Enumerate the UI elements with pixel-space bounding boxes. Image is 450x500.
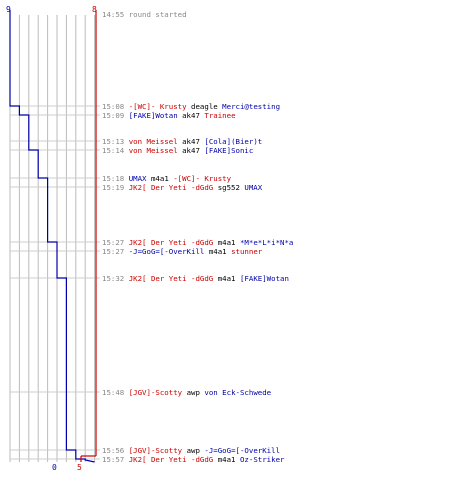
event-victim: Merci@testing <box>222 102 281 111</box>
kill-event-row: 15:32 JK2[ Der Yeti -dGdG m4a1 [FAKE]Wot… <box>102 274 289 283</box>
kill-event-row: 15:57 JK2[ Der Yeti -dGdG m4a1 Oz-Strike… <box>102 455 284 464</box>
event-time: 15:09 <box>102 111 125 120</box>
event-killer: JK2[ Der Yeti -dGdG <box>128 238 214 247</box>
event-weapon: m4a1 <box>217 455 236 464</box>
red-final-count: 5 <box>77 463 82 472</box>
kill-event-row: 15:48 [JGV]-Scotty awp von Eck-Schwede <box>102 388 271 397</box>
log-message: round started <box>128 10 187 19</box>
event-time: 15:57 <box>102 455 125 464</box>
event-weapon: ak47 <box>182 137 200 146</box>
event-time: 15:13 <box>102 137 125 146</box>
event-killer: von Meissel <box>128 146 178 155</box>
kill-event-row: 15:14 von Meissel ak47 [FAKE]Sonic <box>102 146 253 155</box>
event-killer: [JGV]-Scotty <box>128 388 183 397</box>
blue-team-line <box>9 10 95 463</box>
kill-event-row: 15:56 [JGV]-Scotty awp -J=GoG=[-OverKill <box>102 446 280 455</box>
kill-event-row: 15:27 JK2[ Der Yeti -dGdG m4a1 *M*e*L*i*… <box>102 238 293 247</box>
event-killer: JK2[ Der Yeti -dGdG <box>128 455 214 464</box>
event-weapon: ak47 <box>182 146 200 155</box>
event-time: 15:08 <box>102 102 125 111</box>
event-victim: [Cola](Bier)t <box>204 137 263 146</box>
event-victim: von Eck-Schwede <box>204 388 272 397</box>
event-killer: von Meissel <box>128 137 178 146</box>
event-victim: [FAKE]Sonic <box>204 146 254 155</box>
event-weapon: m4a1 <box>217 274 236 283</box>
event-time: 15:27 <box>102 238 125 247</box>
kill-event-row: 15:18 UMAX m4a1 -[WC]- Krusty <box>102 174 231 183</box>
event-weapon: m4a1 <box>208 247 227 256</box>
event-killer: -J=GoG=[-OverKill <box>128 247 205 256</box>
event-victim: UMAX <box>244 183 263 192</box>
event-killer: -[WC]- Krusty <box>128 102 187 111</box>
event-victim: [FAKE]Wotan <box>239 274 289 283</box>
event-weapon: deagle <box>191 102 218 111</box>
blue-start-count: 9 <box>6 5 11 14</box>
event-weapon: ak47 <box>182 111 200 120</box>
kill-event-row: 15:09 [FAKE]Wotan ak47 Trainee <box>102 111 236 120</box>
event-killer: [JGV]-Scotty <box>128 446 183 455</box>
kill-event-row: 15:19 JK2[ Der Yeti -dGdG sg552 UMAX <box>102 183 262 192</box>
red-start-count: 8 <box>92 5 97 14</box>
event-weapon: awp <box>186 388 200 397</box>
event-killer: JK2[ Der Yeti -dGdG <box>128 183 214 192</box>
event-time: 15:56 <box>102 446 125 455</box>
log-time: 14:55 <box>102 10 125 19</box>
event-weapon: awp <box>186 446 200 455</box>
event-victim: *M*e*L*i*N*a <box>239 238 294 247</box>
event-victim: -J=GoG=[-OverKill <box>204 446 281 455</box>
event-time: 15:48 <box>102 388 125 397</box>
kill-event-row: 15:27 -J=GoG=[-OverKill m4a1 stunner <box>102 247 262 256</box>
event-killer: JK2[ Der Yeti -dGdG <box>128 274 214 283</box>
round-start-line: 14:55 round started <box>102 10 187 19</box>
event-time: 15:27 <box>102 247 125 256</box>
event-killer: [FAKE]Wotan <box>128 111 178 120</box>
kill-event-row: 15:08 -[WC]- Krusty deagle Merci@testing <box>102 102 280 111</box>
event-victim: Oz-Striker <box>239 455 285 464</box>
event-time: 15:32 <box>102 274 125 283</box>
event-weapon: sg552 <box>217 183 240 192</box>
event-victim: Trainee <box>204 111 236 120</box>
kill-event-row: 15:13 von Meissel ak47 [Cola](Bier)t <box>102 137 262 146</box>
event-victim: stunner <box>231 247 263 256</box>
event-time: 15:14 <box>102 146 125 155</box>
event-time: 15:19 <box>102 183 125 192</box>
event-victim: -[WC]- Krusty <box>173 174 232 183</box>
event-killer: UMAX <box>128 174 147 183</box>
event-weapon: m4a1 <box>150 174 169 183</box>
blue-final-count: 0 <box>52 463 57 472</box>
event-time: 15:18 <box>102 174 125 183</box>
event-weapon: m4a1 <box>217 238 236 247</box>
